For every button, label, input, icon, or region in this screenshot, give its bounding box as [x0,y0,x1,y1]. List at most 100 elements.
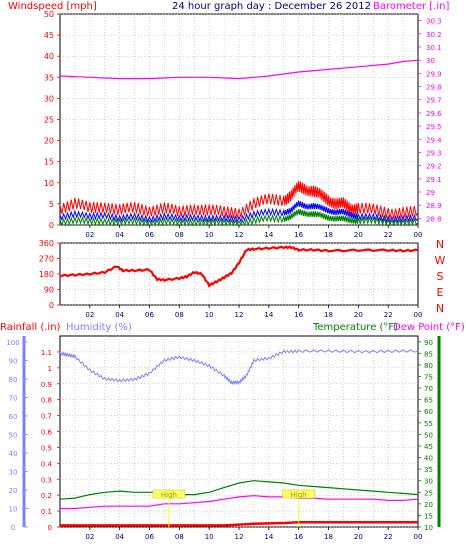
temp-y-tick-label: 50 [424,431,433,439]
env-x-tick-label: 00 [414,533,423,541]
dir-x-tick-label: 02 [85,311,94,319]
humidity-y-tick-label: 30 [9,469,18,477]
humidity-y-tick-label: 60 [9,413,18,421]
humidity-y-tick-label: 90 [9,358,18,366]
dir-x-tick-label: 04 [115,311,124,319]
rain-y-tick-label: 0.6 [41,429,53,437]
wind-x-tick-label: 20 [354,231,363,239]
compass-label: N [436,302,444,315]
rain-y-tick-label: 0.7 [41,413,52,421]
wind-y-tick-label: 30 [44,94,54,103]
baro-y-tick-label: 30.1 [426,44,442,52]
env-x-tick-label: 04 [115,533,124,541]
dir-x-tick-label: 22 [384,311,393,319]
wind-x-tick-label: 00 [414,231,423,239]
compass-label: S [437,270,444,283]
humidity-y-tick-label: 10 [9,506,18,514]
rainfall-axis-title: Rainfall (.in) [0,322,61,333]
dir-x-tick-label: 16 [294,311,303,319]
baro-y-tick-label: 29.1 [426,176,442,184]
dewpoint-axis-title: Dew Point (°F) [393,322,465,333]
wind-x-tick-label: 04 [115,231,124,239]
baro-y-tick-label: 29.3 [426,149,442,157]
rain-y-tick-label: 0.2 [41,492,52,500]
barometer-axis-title: Barometer [.in] [373,1,449,12]
rain-y-tick-label: 0.9 [41,381,52,389]
rain-y-tick-label: 0.4 [41,460,53,468]
baro-y-tick-label: 29.9 [426,70,442,78]
temp-y-tick-label: 90 [424,339,433,347]
wind-y-tick-label: 50 [44,10,54,19]
env-x-tick-label: 08 [175,533,184,541]
dir-x-tick-label: 06 [145,311,154,319]
wind-y-tick-label: 5 [49,200,54,209]
dir-y-tick-label: 0 [49,301,54,310]
env-x-tick-label: 22 [384,533,393,541]
wind-x-tick-label: 10 [205,231,214,239]
baro-y-tick-label: 30.2 [426,31,442,39]
dir-x-tick-label: 12 [235,311,244,319]
wind-x-tick-label: 16 [294,231,303,239]
baro-y-tick-label: 29 [426,189,435,197]
wind-y-tick-label: 25 [44,116,54,125]
temp-y-tick-label: 10 [424,524,433,532]
rain-y-tick-label: 0.1 [41,508,52,516]
wind-direction-series [59,245,419,288]
baro-y-tick-label: 30.3 [426,18,442,26]
env-x-tick-label: 20 [354,533,363,541]
chart-panels: 0510152025303540455028.828.92929.129.229… [6,10,445,541]
humidity-y-tick-label: 50 [9,432,18,440]
env-x-tick-label: 18 [324,533,333,541]
rain-y-tick-label: 1.1 [41,349,52,357]
barometer-series [59,59,419,80]
dewpoint-series [60,495,419,510]
wind-y-tick-label: 10 [44,179,54,188]
wind-gust-series [59,180,419,219]
humidity-axis-title: Humidity (%) [66,322,132,333]
temp-y-tick-label: 15 [424,512,433,520]
baro-y-tick-label: 28.8 [426,215,442,223]
dir-x-tick-label: 00 [414,311,423,319]
dir-y-tick-label: 90 [44,286,54,295]
humidity-y-tick-label: 80 [9,376,18,384]
wind-x-tick-label: 06 [145,231,154,239]
env-x-tick-label: 06 [145,533,154,541]
compass-label: N [436,238,444,251]
high-marker-box [282,489,315,499]
wind-x-tick-label: 22 [384,231,393,239]
temp-y-tick-label: 80 [424,362,433,370]
wind-x-tick-label: 02 [85,231,94,239]
temp-y-tick-label: 35 [424,466,433,474]
wind-x-tick-label: 08 [175,231,184,239]
env-x-tick-label: 16 [294,533,303,541]
temp-y-tick-label: 85 [424,350,433,358]
rain-y-tick-label: 0.8 [41,397,52,405]
wind-x-tick-label: 12 [235,231,244,239]
rain-y-tick-label: 0.5 [41,444,52,452]
humidity-series [59,349,419,386]
wind-y-tick-label: 15 [44,158,54,167]
wind-y-tick-label: 45 [44,31,54,40]
temp-y-tick-label: 20 [424,501,433,509]
wind-x-tick-label: 14 [264,231,273,239]
temp-y-tick-label: 70 [424,385,433,393]
wind-y-tick-label: 20 [44,137,54,146]
env-x-tick-label: 14 [264,533,273,541]
dir-x-tick-label: 10 [205,311,214,319]
humidity-y-tick-label: 70 [9,395,18,403]
env-x-tick-label: 10 [205,533,214,541]
dir-y-tick-label: 360 [39,239,54,248]
temp-y-tick-label: 25 [424,489,433,497]
wind-speed-series [59,208,419,227]
humidity-y-tick-label: 100 [6,339,19,347]
baro-y-tick-label: 30 [426,57,435,65]
rain-y-tick-label: 0 [48,524,52,532]
wind-y-tick-label: 35 [44,73,54,82]
dir-x-tick-label: 20 [354,311,363,319]
wind-y-tick-label: 0 [49,221,54,230]
baro-y-tick-label: 29.2 [426,163,442,171]
env-x-tick-label: 02 [85,533,94,541]
baro-y-tick-label: 29.6 [426,110,442,118]
